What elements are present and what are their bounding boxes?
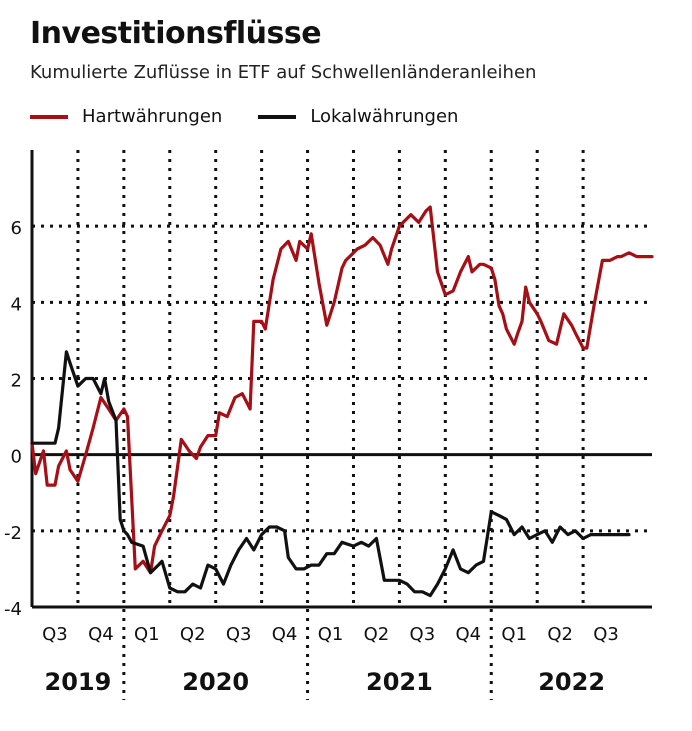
x-tick-label: Q4 bbox=[455, 624, 481, 645]
legend-label-hard-currency: Hartwährungen bbox=[82, 106, 223, 127]
legend: Hartwährungen Lokalwährungen bbox=[30, 106, 494, 127]
year-label: 2020 bbox=[182, 668, 249, 696]
year-label: 2021 bbox=[366, 668, 433, 696]
x-tick-label: Q3 bbox=[42, 624, 68, 645]
x-tick-label: Q1 bbox=[501, 624, 527, 645]
legend-item-local-currency: Lokalwährungen bbox=[258, 106, 458, 127]
year-label: 2022 bbox=[538, 668, 605, 696]
legend-swatch-local-currency bbox=[258, 114, 297, 119]
y-tick-label: 2 bbox=[11, 371, 22, 392]
year-label: 2019 bbox=[45, 668, 112, 696]
x-tick-label: Q4 bbox=[272, 624, 298, 645]
x-tick-label: Q3 bbox=[226, 624, 252, 645]
y-tick-label: -2 bbox=[4, 523, 22, 544]
x-tick-label: Q2 bbox=[180, 624, 206, 645]
x-tick-label: Q3 bbox=[410, 624, 436, 645]
x-tick-label: Q1 bbox=[318, 624, 344, 645]
x-tick-label: Q3 bbox=[593, 624, 619, 645]
chart-title: Investitionsflüsse bbox=[30, 16, 322, 51]
x-tick-label: Q2 bbox=[547, 624, 573, 645]
legend-label-local-currency: Lokalwährungen bbox=[310, 106, 459, 127]
chart-subtitle: Kumulierte Zuflüsse in ETF auf Schwellen… bbox=[30, 62, 537, 83]
x-tick-label: Q1 bbox=[134, 624, 160, 645]
y-tick-label: 4 bbox=[11, 294, 22, 315]
series-line-local-currency bbox=[30, 350, 631, 598]
legend-swatch-hard-currency bbox=[30, 114, 68, 119]
series-line-hard-currency bbox=[30, 205, 654, 575]
legend-item-hard-currency: Hartwährungen bbox=[30, 106, 222, 127]
y-tick-label: 0 bbox=[11, 447, 22, 468]
y-tick-label: 6 bbox=[11, 218, 22, 239]
x-tick-label: Q4 bbox=[88, 624, 114, 645]
x-tick-label: Q2 bbox=[364, 624, 390, 645]
y-tick-label: -4 bbox=[4, 599, 22, 620]
